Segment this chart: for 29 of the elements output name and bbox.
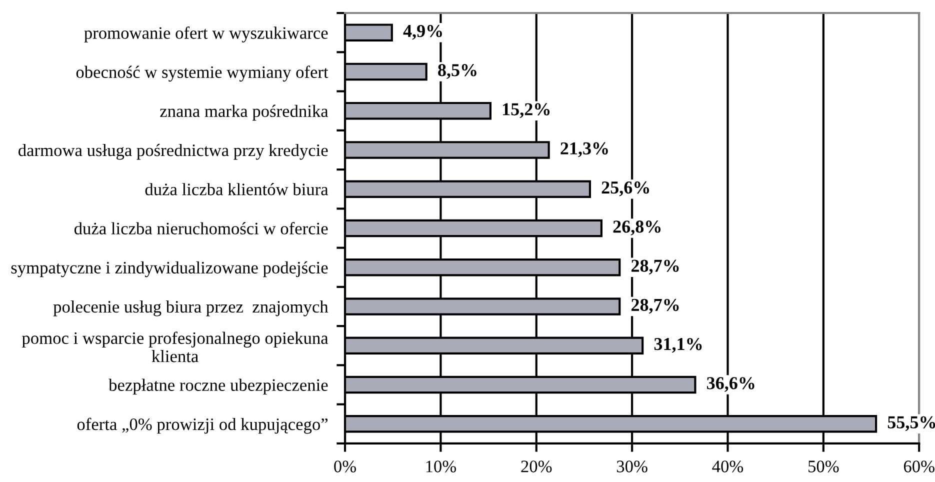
x-tick-label: 30%: [616, 460, 648, 472]
data-label: 26,8%: [613, 220, 661, 236]
x-tick-label: 40%: [712, 460, 744, 472]
data-label: 28,7%: [631, 260, 679, 274]
y-tick-label: obecność w systemie wymiany ofert: [76, 66, 328, 82]
y-tick-label: oferta „0% prowizji od kupującego”: [77, 418, 328, 434]
y-tick-label: znana marka pośrednika: [160, 104, 328, 121]
data-label: 8,5%: [438, 64, 476, 79]
data-label: 28,7%: [631, 298, 679, 314]
data-label: 36,6%: [707, 377, 754, 392]
x-tick-label: 50%: [808, 460, 839, 472]
data-label: 15,2%: [503, 103, 550, 118]
data-label: 55,5%: [888, 416, 935, 432]
y-tick-label: polecenie usług biura przez znajomych: [53, 300, 328, 316]
y-tick-label: darmowa usługa pośrednictwa przy kredycie: [18, 144, 328, 160]
data-label: 4,9%: [403, 24, 442, 40]
y-tick-label: promowanie ofert w wyszukiwarce: [84, 26, 328, 42]
y-tick-label: sympatyczne i zindywidualizowane podejście: [11, 261, 328, 278]
x-tick-label: 0%: [334, 460, 356, 472]
data-label: 21,3%: [560, 142, 608, 158]
x-tick-label: 10%: [426, 460, 456, 472]
y-tick-label: bezpłatne roczne ubezpieczenie: [108, 378, 328, 394]
data-label: 25,6%: [602, 181, 650, 196]
y-tick-label: duża liczba nieruchomości w ofercie: [74, 222, 328, 234]
x-tick-label: 20%: [521, 460, 552, 472]
x-tick-label: 60%: [904, 460, 934, 472]
data-label: 31,1%: [654, 338, 702, 353]
y-tick-label: pomoc i wsparcie profesjonalnego opiekuna klienta: [22, 332, 328, 362]
y-tick-label: duża liczba klientów biura: [145, 183, 328, 196]
